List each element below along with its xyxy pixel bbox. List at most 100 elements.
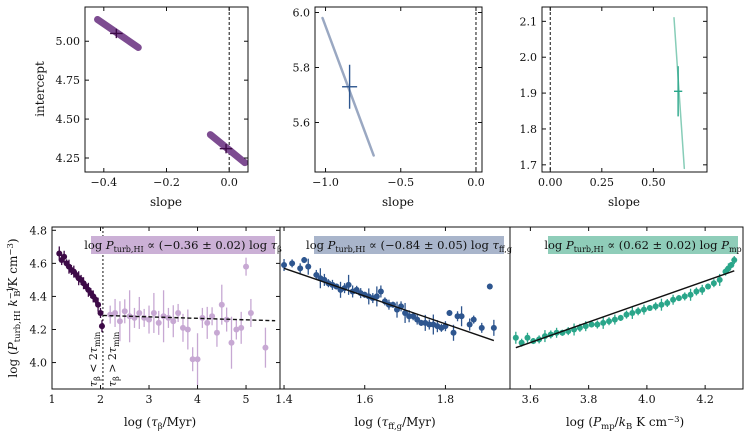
data-point — [699, 286, 706, 293]
data-point — [710, 280, 717, 287]
y-tick-label: 2.0 — [520, 51, 538, 64]
data-point — [623, 311, 630, 318]
fit-line — [283, 267, 495, 342]
x-axis-label: slope — [608, 195, 640, 209]
y-tick-label: 4.25 — [56, 152, 81, 165]
axes-frame — [541, 6, 708, 173]
x-tick-label: 4.0 — [638, 393, 656, 406]
data-point-light — [243, 263, 250, 270]
axes-frame — [314, 6, 483, 173]
y-tick-label: 4.0 — [30, 357, 48, 370]
data-point — [731, 257, 738, 264]
data-point-light — [121, 308, 128, 315]
data-point — [640, 306, 647, 313]
data-point-light — [194, 356, 201, 363]
panel-top3: 0.00 0.25 0.50 1.7 1.8 1.9 2.0 2.1 slope — [520, 6, 708, 209]
data-point — [629, 309, 636, 316]
data-point-dark — [92, 296, 99, 303]
data-point — [301, 257, 308, 264]
data-point — [611, 316, 618, 323]
data-point — [373, 293, 380, 300]
x-tick-label: 1.4 — [275, 393, 293, 406]
fit-line — [102, 314, 276, 322]
fit-label: log Pturb,HI ∝ (0.62 ± 0.02) log Pmp — [544, 238, 741, 254]
confidence-ellipse — [673, 17, 686, 170]
data-point-light — [175, 309, 182, 316]
data-point — [478, 324, 485, 331]
data-point — [353, 286, 360, 293]
x-tick-label: −1.0 — [312, 176, 339, 189]
y-tick-label: 5.00 — [56, 35, 81, 48]
data-point — [377, 288, 384, 295]
data-point — [289, 260, 296, 267]
data-point-dark — [98, 323, 105, 330]
x-tick-label: 3.6 — [522, 393, 540, 406]
data-point-light — [150, 309, 157, 316]
x-tick-label: 4.2 — [696, 393, 714, 406]
x-axis-label: log (τff,g/Myr) — [354, 415, 435, 432]
data-point-light — [112, 309, 119, 316]
y-axis-label: log (Pturb,HI k−1B/K cm−3) — [6, 238, 23, 377]
data-point-light — [262, 344, 269, 351]
data-point — [345, 281, 352, 288]
data-point — [297, 265, 304, 272]
data-point — [524, 334, 531, 341]
data-point-light — [136, 309, 143, 316]
x-axis-label: slope — [382, 195, 414, 209]
x-tick-label: −0.4 — [90, 176, 117, 189]
y-tick-label: 4.4 — [30, 290, 48, 303]
data-point — [305, 263, 312, 270]
data-point-light — [204, 319, 211, 326]
panel-bot2: 1.4 1.6 1.8 log Pturb,HI ∝ (−0.84 ± 0.05) … — [275, 226, 512, 432]
data-point — [458, 313, 465, 320]
data-point-light — [209, 313, 216, 320]
data-point — [466, 321, 473, 328]
data-point-light — [218, 301, 225, 308]
data-point — [402, 309, 409, 316]
data-point-dark — [97, 309, 104, 316]
annotation-tau-above: τβ > 2τmin — [106, 332, 121, 387]
panel-bot1: 1 2 3 4 54.04.24.44.64.8 log Pturb,HI ∝ (−0.… — [6, 224, 282, 432]
data-point-light — [228, 339, 235, 346]
x-tick-label: −0.5 — [387, 176, 414, 189]
data-point — [410, 313, 417, 320]
x-tick-label: 0.25 — [590, 176, 615, 189]
data-point — [450, 329, 457, 336]
data-point — [600, 319, 607, 326]
data-point — [512, 334, 519, 341]
data-point — [635, 308, 642, 315]
annotation-tau-below: τβ < 2τmin — [87, 332, 102, 387]
data-point-dark — [61, 253, 68, 260]
data-point-light — [247, 309, 254, 316]
data-point — [281, 262, 288, 269]
fit-label-box — [314, 236, 504, 254]
data-point-dark — [56, 250, 63, 257]
x-axis-label: log (Pmp/kB K cm−3) — [566, 415, 684, 432]
data-point — [486, 283, 493, 290]
data-point-light — [179, 324, 186, 331]
x-tick-label: 1.8 — [437, 393, 455, 406]
data-point — [606, 318, 613, 325]
data-point — [313, 271, 320, 278]
panel-top2: −1.0 −0.5 0.0 5.6 5.8 6.0 slope — [293, 6, 485, 209]
data-point — [728, 262, 735, 269]
data-point — [518, 339, 525, 346]
x-tick-label: 3.8 — [580, 393, 598, 406]
data-point-dark — [95, 301, 102, 308]
data-point — [414, 316, 421, 323]
data-point-light — [184, 326, 191, 333]
data-point-light — [170, 318, 177, 325]
x-tick-label: 3 — [146, 393, 153, 406]
y-tick-label: 4.8 — [30, 224, 48, 237]
x-tick-label: −0.2 — [153, 176, 180, 189]
x-tick-label: 2 — [97, 393, 104, 406]
y-tick-label: 6.0 — [293, 7, 311, 20]
data-point-light — [116, 318, 123, 325]
x-tick-label: 4 — [194, 393, 201, 406]
y-tick-label: 2.1 — [520, 15, 538, 28]
data-point — [705, 283, 712, 290]
data-point — [470, 316, 477, 323]
fit-label: log Pturb,HI ∝ (−0.84 ± 0.05) log τff,g — [306, 238, 512, 254]
data-point — [617, 314, 624, 321]
y-tick-label: 4.50 — [56, 113, 81, 126]
